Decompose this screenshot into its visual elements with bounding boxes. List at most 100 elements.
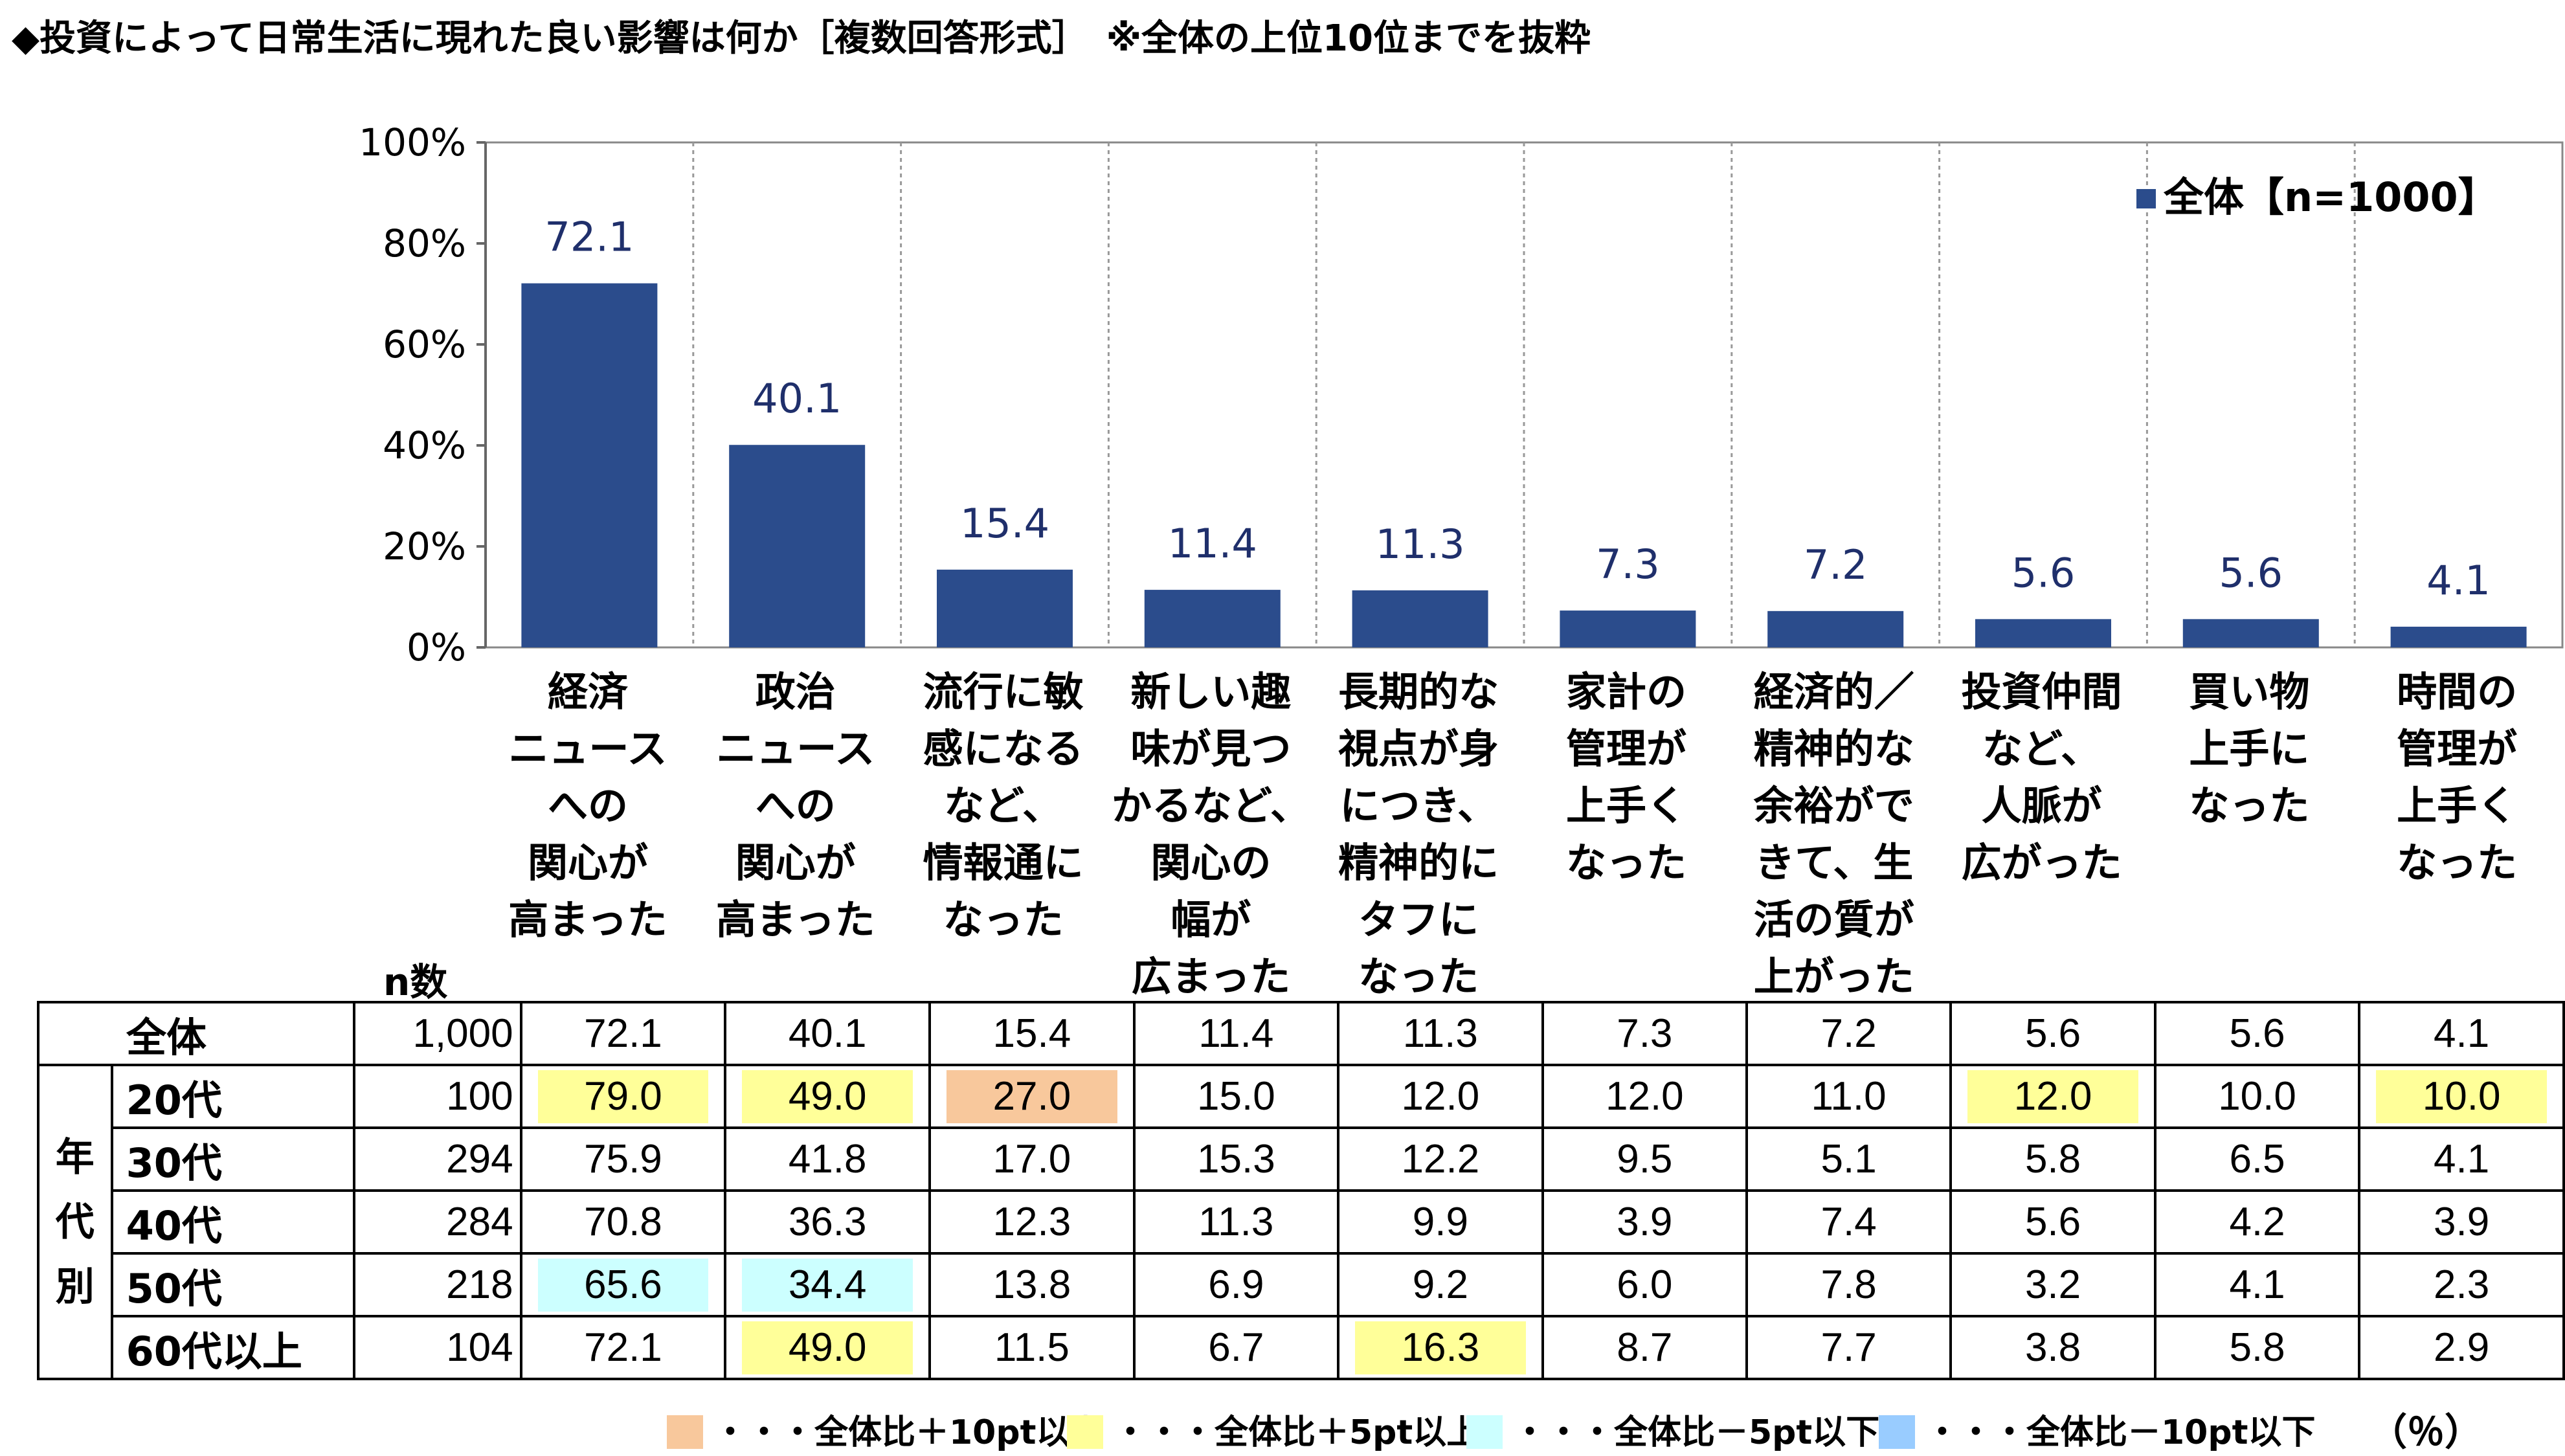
category-label: 流行に敏 感になる など、 情報通に なった: [901, 664, 1106, 948]
bar-value-label: 11.4: [1168, 520, 1257, 567]
bar-value-label: 7.3: [1596, 541, 1660, 588]
category-label-line: 経済: [547, 668, 628, 715]
value-cell: 3.8: [1949, 1315, 2156, 1380]
value-cell: 7.2: [1745, 1001, 1953, 1066]
value-cell: 34.4: [724, 1252, 931, 1317]
table-row: 60代以上 104 72.1 49.0 11.5 6.7 16.3 8.7 7.7 3.8 5.8 2…: [38, 1315, 2565, 1380]
value-cell: 49.0: [724, 1064, 931, 1129]
row-label: 全体: [36, 1001, 356, 1066]
y-tick-label: 40%: [383, 423, 466, 467]
bar: [2182, 619, 2319, 647]
bar-value-label: 11.3: [1376, 521, 1465, 568]
category-label-line: 広まった: [1131, 953, 1291, 1000]
highlight-swatch: [667, 1415, 703, 1449]
value-cell: 7.4: [1745, 1189, 1953, 1255]
value-cell: 27.0: [928, 1064, 1136, 1129]
category-label-line: への: [755, 782, 836, 829]
value-cell: 12.0: [1949, 1064, 2156, 1129]
n-header: n数: [383, 960, 448, 1004]
highlight-swatch: [1879, 1415, 1915, 1449]
value-cell: 12.0: [1336, 1064, 1544, 1129]
table-row: 50代 218 65.6 34.4 13.8 6.9 9.2 6.0 7.8 3.2 4.1 2.3: [38, 1252, 2565, 1317]
value-cell: 41.8: [724, 1126, 931, 1192]
highlight-legend-text: ・・・全体比－10pt以下: [1925, 1413, 2316, 1452]
bar-chart: 0%20%40%60%80%100% 72.140.115.4 11.4 11.3 7…: [359, 120, 2564, 669]
category-label-line: 広がった: [1961, 839, 2122, 886]
category-label-line: 長期的な: [1338, 668, 1499, 715]
y-tick-label: 20%: [383, 524, 466, 568]
category-label-line: ニュース: [716, 725, 875, 772]
value-cell: 6.5: [2153, 1126, 2361, 1192]
value-cell: 36.3: [724, 1189, 931, 1255]
y-tick-label: 60%: [383, 322, 466, 366]
n-cell: 1,000: [353, 1001, 522, 1066]
value-cell: 5.6: [2153, 1001, 2361, 1066]
category-label-line: 視点が身: [1338, 725, 1499, 772]
category-label-line: 幅が: [1170, 896, 1251, 943]
category-label: 家計の管理が上手くなった: [1524, 664, 1729, 891]
value-cell: 9.2: [1336, 1252, 1544, 1317]
value-cell: 70.8: [519, 1189, 727, 1255]
category-label-line: 感になる: [923, 725, 1084, 772]
bar: [1144, 590, 1281, 647]
n-cell: 218: [353, 1252, 522, 1317]
category-label-line: 関心が: [527, 839, 648, 886]
category-label-line: 新しい趣: [1130, 668, 1292, 715]
row-label: 30代: [110, 1126, 356, 1192]
unit-label: （％）: [2369, 1410, 2483, 1454]
category-label-line: タフに: [1358, 896, 1479, 943]
category-label-line: につき、: [1339, 782, 1498, 829]
category-label-line: 味が見つ: [1130, 725, 1292, 772]
chart-legend: 全体【n=1000】: [2136, 174, 2498, 221]
category-label-line: 精神的な: [1753, 725, 1914, 772]
value-cell: 11.4: [1132, 1001, 1339, 1066]
value-cell: 9.9: [1336, 1189, 1544, 1255]
value-cell: 5.6: [1949, 1001, 2156, 1066]
category-label-line: への: [547, 782, 628, 829]
value-cell: 4.1: [2358, 1126, 2565, 1192]
row-label: 60代以上: [110, 1315, 356, 1380]
value-cell: 11.3: [1132, 1189, 1339, 1255]
category-label-line: なった: [1358, 953, 1479, 1000]
category-label: 経済 ニュース への 関心が 高まった: [486, 664, 690, 948]
category-label-line: かるなど、: [1111, 782, 1310, 829]
value-cell: 10.0: [2153, 1064, 2361, 1129]
category-label-line: 上手く: [1565, 782, 1686, 829]
legend-label: 全体【n=1000】: [2163, 174, 2498, 221]
category-label-line: 投資仲間: [1961, 668, 2122, 715]
category-label-line: 家計の: [1565, 668, 1686, 715]
value-cell: 6.0: [1541, 1252, 1748, 1317]
table-row: 全体 1,000 72.1 40.1 15.4 11.4 11.3 7.3 7.2 5.6 5.6 4…: [36, 1001, 2565, 1066]
value-cell: 12.3: [928, 1189, 1136, 1255]
bar: [937, 569, 1073, 647]
category-label-line: 高まった: [716, 896, 875, 943]
category-label-line: 時間の: [2397, 668, 2518, 715]
highlight-legend-item: ・・・全体比＋10pt以上: [667, 1405, 1103, 1453]
highlight-swatch: [1067, 1415, 1103, 1449]
category-label-line: 管理が: [1565, 725, 1686, 772]
category-label: 新しい趣 味が見つ かるなど、 関心の 幅が 広まった: [1108, 664, 1313, 1005]
highlight-legend-text: ・・・全体比＋10pt以上: [713, 1413, 1104, 1452]
highlight-legend-item: ・・・全体比－5pt以下: [1466, 1405, 1879, 1453]
bar: [1767, 610, 1904, 647]
value-cell: 6.7: [1132, 1315, 1339, 1380]
row-label: 20代: [110, 1064, 356, 1129]
value-cell: 10.0: [2358, 1064, 2565, 1129]
bar-value-label: 72.1: [544, 214, 634, 261]
y-axis-ticks: 0% 20% 40% 60% 80% 100%: [359, 120, 486, 669]
value-cell: 8.7: [1541, 1315, 1748, 1380]
category-label-line: 精神的に: [1338, 839, 1499, 886]
value-cell: 5.6: [1949, 1189, 2156, 1255]
value-cell: 11.0: [1745, 1064, 1953, 1129]
value-cell: 15.0: [1132, 1064, 1339, 1129]
highlight-legend-item: ・・・全体比＋5pt以上: [1067, 1405, 1480, 1453]
category-label: 経済的／ 精神的な 余裕がで きて、生 活の質が 上がった: [1732, 664, 1936, 1005]
value-cell: 16.3: [1336, 1315, 1544, 1380]
crosstab-table: 全体 1,000 72.1 40.1 15.4 11.4 11.3 7.3 7.2 5.6 5.6 4…: [36, 1001, 2565, 1380]
category-label-line: なった: [1565, 839, 1686, 886]
bar-value-label: 40.1: [752, 375, 842, 422]
category-label-line: 流行に敏: [923, 668, 1084, 715]
category-label-line: 経済的／: [1753, 668, 1914, 715]
value-cell: 2.3: [2358, 1252, 2565, 1317]
value-cell: 5.8: [1949, 1126, 2156, 1192]
